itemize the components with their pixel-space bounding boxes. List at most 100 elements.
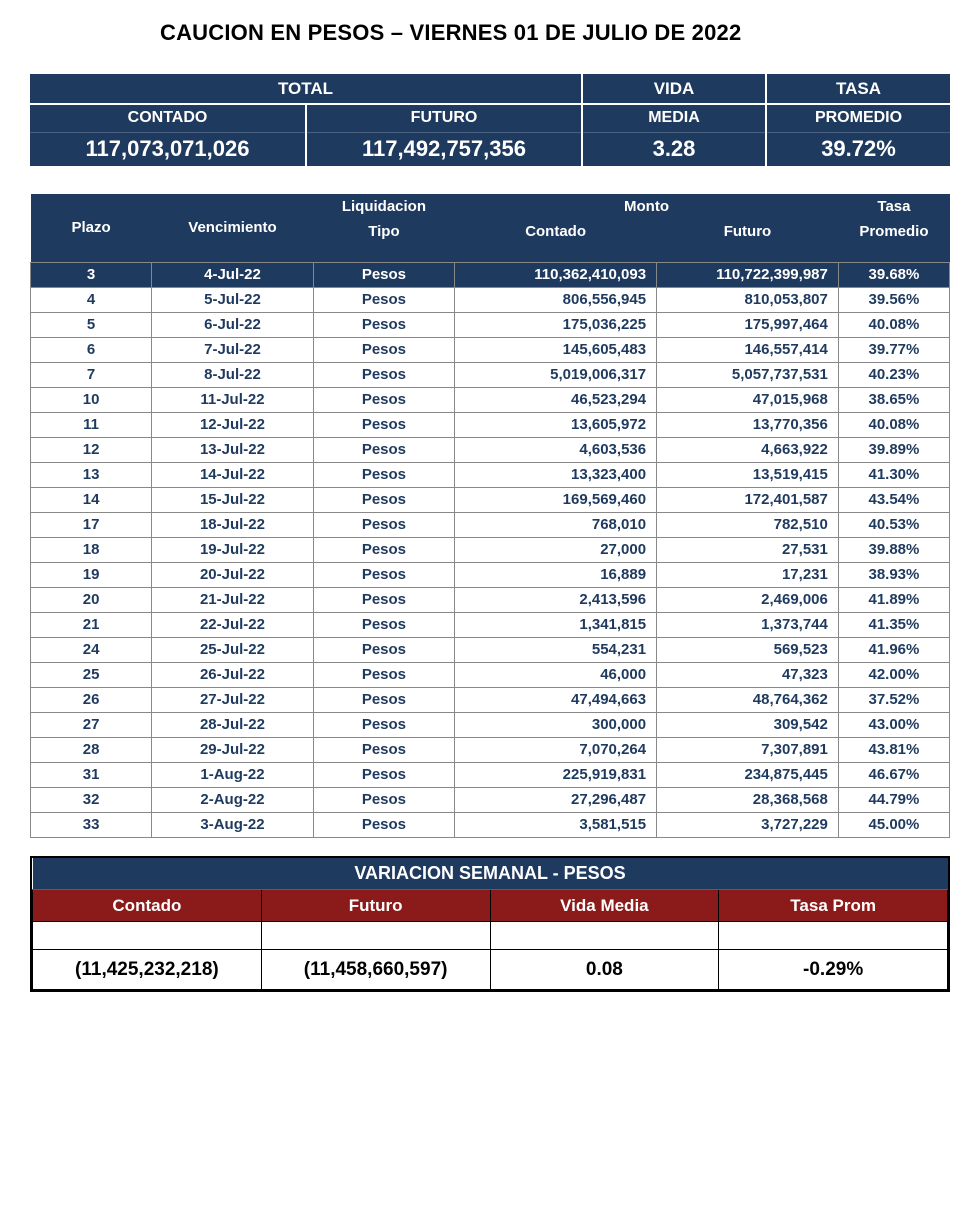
variation-head-contado: Contado xyxy=(33,890,262,922)
cell-plazo: 26 xyxy=(31,687,152,712)
cell-tasa: 39.77% xyxy=(838,337,949,362)
page-title: CAUCION EN PESOS – VIERNES 01 DE JULIO D… xyxy=(160,20,950,46)
cell-tasa: 40.08% xyxy=(838,312,949,337)
summary-val-futuro: 117,492,757,356 xyxy=(306,132,582,166)
cell-tipo: Pesos xyxy=(313,537,454,562)
cell-contado: 13,323,400 xyxy=(455,462,657,487)
variation-head-futuro: Futuro xyxy=(261,890,490,922)
cell-tasa: 40.53% xyxy=(838,512,949,537)
summary-group-vida: VIDA xyxy=(582,74,766,104)
table-row: 78-Jul-22Pesos5,019,006,3175,057,737,531… xyxy=(31,362,950,387)
cell-tipo: Pesos xyxy=(313,787,454,812)
cell-vencimiento: 22-Jul-22 xyxy=(152,612,314,637)
variation-title: VARIACION SEMANAL - PESOS xyxy=(33,858,948,890)
cell-contado: 806,556,945 xyxy=(455,287,657,312)
detail-table-body: 34-Jul-22Pesos110,362,410,093110,722,399… xyxy=(31,262,950,837)
cell-contado: 4,603,536 xyxy=(455,437,657,462)
variation-spacer-row xyxy=(33,922,948,950)
cell-tipo: Pesos xyxy=(313,562,454,587)
detail-table: Plazo Vencimiento Liquidacion Monto Tasa… xyxy=(30,194,950,838)
variation-val-tasa: -0.29% xyxy=(719,950,948,990)
cell-tipo: Pesos xyxy=(313,337,454,362)
cell-tipo: Pesos xyxy=(313,612,454,637)
cell-plazo: 7 xyxy=(31,362,152,387)
cell-tipo: Pesos xyxy=(313,462,454,487)
summary-group-total: TOTAL xyxy=(30,74,582,104)
cell-futuro: 3,727,229 xyxy=(657,812,839,837)
cell-futuro: 17,231 xyxy=(657,562,839,587)
cell-plazo: 3 xyxy=(31,262,152,287)
cell-plazo: 10 xyxy=(31,387,152,412)
cell-vencimiento: 5-Jul-22 xyxy=(152,287,314,312)
col-promedio: Promedio xyxy=(838,219,949,244)
cell-contado: 3,581,515 xyxy=(455,812,657,837)
cell-contado: 7,070,264 xyxy=(455,737,657,762)
summary-header-row: TOTAL VIDA TASA xyxy=(30,74,950,104)
summary-value-row: 117,073,071,026 117,492,757,356 3.28 39.… xyxy=(30,132,950,166)
cell-futuro: 7,307,891 xyxy=(657,737,839,762)
cell-plazo: 13 xyxy=(31,462,152,487)
cell-tasa: 41.30% xyxy=(838,462,949,487)
cell-tipo: Pesos xyxy=(313,812,454,837)
cell-plazo: 25 xyxy=(31,662,152,687)
cell-contado: 169,569,460 xyxy=(455,487,657,512)
cell-tasa: 39.88% xyxy=(838,537,949,562)
cell-tipo: Pesos xyxy=(313,437,454,462)
cell-tasa: 41.96% xyxy=(838,637,949,662)
cell-tasa: 43.81% xyxy=(838,737,949,762)
table-row: 1920-Jul-22Pesos16,88917,23138.93% xyxy=(31,562,950,587)
cell-tipo: Pesos xyxy=(313,312,454,337)
summary-sub-promedio: PROMEDIO xyxy=(766,104,950,132)
cell-vencimiento: 26-Jul-22 xyxy=(152,662,314,687)
cell-plazo: 17 xyxy=(31,512,152,537)
table-row: 1415-Jul-22Pesos169,569,460172,401,58743… xyxy=(31,487,950,512)
cell-plazo: 20 xyxy=(31,587,152,612)
cell-plazo: 28 xyxy=(31,737,152,762)
cell-plazo: 27 xyxy=(31,712,152,737)
detail-table-head: Plazo Vencimiento Liquidacion Monto Tasa… xyxy=(31,194,950,262)
cell-plazo: 31 xyxy=(31,762,152,787)
cell-contado: 145,605,483 xyxy=(455,337,657,362)
summary-sub-contado: CONTADO xyxy=(30,104,306,132)
summary-subheader-row: CONTADO FUTURO MEDIA PROMEDIO xyxy=(30,104,950,132)
cell-vencimiento: 28-Jul-22 xyxy=(152,712,314,737)
table-row: 34-Jul-22Pesos110,362,410,093110,722,399… xyxy=(31,262,950,287)
col-group-tasa: Tasa xyxy=(838,194,949,219)
cell-vencimiento: 2-Aug-22 xyxy=(152,787,314,812)
cell-tasa: 46.67% xyxy=(838,762,949,787)
table-row: 322-Aug-22Pesos27,296,48728,368,56844.79… xyxy=(31,787,950,812)
table-row: 2021-Jul-22Pesos2,413,5962,469,00641.89% xyxy=(31,587,950,612)
cell-futuro: 5,057,737,531 xyxy=(657,362,839,387)
cell-tipo: Pesos xyxy=(313,587,454,612)
cell-tasa: 39.89% xyxy=(838,437,949,462)
cell-contado: 1,341,815 xyxy=(455,612,657,637)
table-row: 56-Jul-22Pesos175,036,225175,997,46440.0… xyxy=(31,312,950,337)
table-row: 1011-Jul-22Pesos46,523,29447,015,96838.6… xyxy=(31,387,950,412)
variation-val-vida: 0.08 xyxy=(490,950,719,990)
col-group-liquidacion: Liquidacion xyxy=(313,194,454,219)
cell-tasa: 39.68% xyxy=(838,262,949,287)
cell-tipo: Pesos xyxy=(313,712,454,737)
cell-tipo: Pesos xyxy=(313,412,454,437)
cell-tasa: 38.93% xyxy=(838,562,949,587)
col-plazo: Plazo xyxy=(31,194,152,262)
summary-val-promedio: 39.72% xyxy=(766,132,950,166)
cell-vencimiento: 7-Jul-22 xyxy=(152,337,314,362)
table-row: 333-Aug-22Pesos3,581,5153,727,22945.00% xyxy=(31,812,950,837)
report-page: CAUCION EN PESOS – VIERNES 01 DE JULIO D… xyxy=(0,0,980,1022)
cell-contado: 16,889 xyxy=(455,562,657,587)
variation-val-contado: (11,425,232,218) xyxy=(33,950,262,990)
cell-tipo: Pesos xyxy=(313,512,454,537)
cell-contado: 110,362,410,093 xyxy=(455,262,657,287)
cell-tasa: 38.65% xyxy=(838,387,949,412)
cell-tipo: Pesos xyxy=(313,387,454,412)
cell-vencimiento: 6-Jul-22 xyxy=(152,312,314,337)
table-row: 1819-Jul-22Pesos27,00027,53139.88% xyxy=(31,537,950,562)
cell-vencimiento: 13-Jul-22 xyxy=(152,437,314,462)
cell-tasa: 39.56% xyxy=(838,287,949,312)
cell-contado: 2,413,596 xyxy=(455,587,657,612)
cell-futuro: 172,401,587 xyxy=(657,487,839,512)
cell-futuro: 13,519,415 xyxy=(657,462,839,487)
cell-plazo: 18 xyxy=(31,537,152,562)
col-vencimiento: Vencimiento xyxy=(152,194,314,262)
